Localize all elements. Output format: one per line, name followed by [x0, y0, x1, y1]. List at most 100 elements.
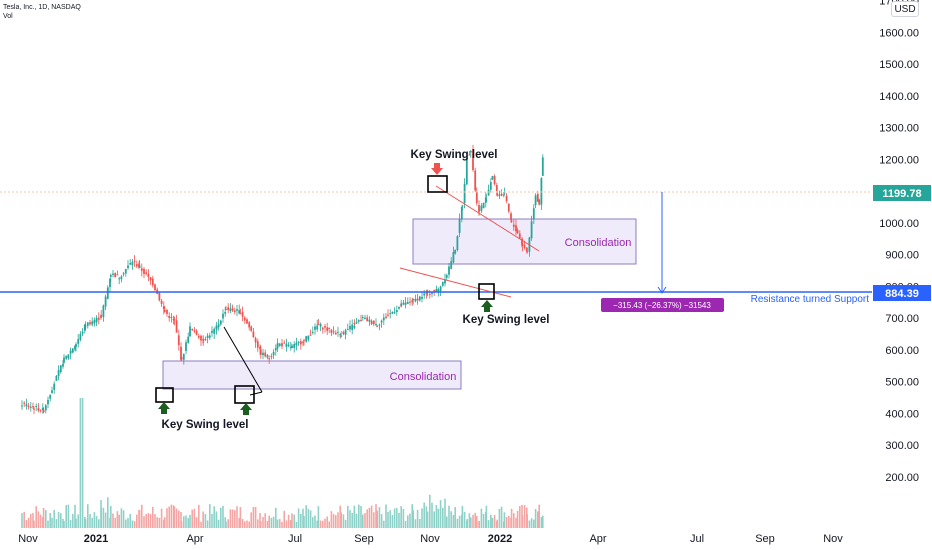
candle-body — [222, 313, 224, 319]
candle-body — [311, 332, 314, 334]
candle-body — [116, 274, 119, 276]
candle-body — [380, 320, 383, 323]
candle-body — [512, 224, 515, 227]
candle-body — [241, 312, 244, 317]
candle-body — [538, 199, 541, 205]
volume-bar — [404, 521, 407, 528]
candle-body — [328, 327, 331, 329]
candle-body — [74, 345, 76, 350]
candle-body — [44, 405, 47, 411]
volume-bar — [47, 520, 49, 528]
volume-bar — [138, 510, 141, 528]
volume-bar — [400, 506, 402, 528]
volume-bar — [141, 504, 143, 528]
candle-body — [460, 206, 463, 220]
black-trendline-tail — [249, 391, 263, 396]
volume-bar — [476, 516, 478, 528]
candle-body — [215, 326, 218, 330]
volume-bar — [195, 517, 198, 528]
candles — [21, 144, 544, 415]
candle-body — [272, 352, 275, 356]
candle-body — [278, 343, 281, 346]
resistance-support-label: Resistance turned Support — [751, 294, 870, 305]
candle-body — [324, 326, 326, 328]
volume-bar — [461, 505, 464, 528]
volume-bar — [239, 507, 242, 528]
volume-bar — [72, 514, 74, 528]
volume-bar — [81, 398, 84, 528]
price-tick-label: 1000.00 — [879, 218, 919, 230]
candle-body — [238, 310, 241, 314]
candle-body — [498, 194, 501, 197]
volume-bar — [156, 517, 158, 528]
symbol-title: Tesla, Inc., 1D, NASDAQ — [3, 4, 81, 11]
volume-bar — [366, 509, 368, 528]
volume-bar — [437, 508, 440, 528]
candle-body — [452, 252, 455, 263]
candle-body — [344, 330, 347, 335]
volume-bar — [33, 520, 35, 528]
candle-body — [450, 261, 453, 269]
price-tick-label: 500.00 — [885, 377, 919, 389]
candle-body — [185, 342, 187, 352]
volume-bar — [183, 516, 185, 528]
price-tick-label: 1400.00 — [879, 91, 919, 103]
time-tick-label: 2021 — [84, 533, 108, 545]
volume-bar — [474, 512, 476, 528]
candle-body — [243, 317, 246, 321]
volume-bar — [305, 505, 307, 528]
candle-body — [229, 308, 232, 311]
volume-bar — [225, 521, 227, 528]
volume-bar — [166, 508, 168, 528]
volume-bar — [168, 506, 170, 528]
time-axis[interactable]: Nov 2021 Apr Jul Sep Nov 2022 Apr Jul Sep Nov — [18, 533, 843, 545]
volume-bar — [426, 511, 429, 528]
candle-body — [71, 348, 74, 353]
price-axis[interactable]: 200.00300.00400.00500.00600.00700.00800.… — [873, 0, 931, 484]
candle-body — [376, 325, 379, 327]
candle-body — [387, 314, 389, 316]
currency-button[interactable]: USD — [891, 1, 919, 17]
volume-bar — [542, 515, 544, 528]
volume-bar — [189, 514, 191, 528]
candle-body — [540, 178, 543, 205]
candle-body — [112, 273, 114, 275]
candle-body — [118, 278, 121, 280]
candle-body — [305, 336, 308, 342]
measure-label: −315.43 (−26.37%) −31543 — [613, 301, 711, 310]
candle-body — [431, 292, 433, 294]
lower-trendline — [399, 267, 512, 298]
volume-bar — [300, 513, 302, 528]
measure-label-box — [601, 298, 724, 312]
candle-body — [104, 296, 107, 307]
candle-body — [200, 335, 202, 341]
candle-body — [400, 305, 403, 307]
candle-body — [248, 322, 251, 328]
candle-body — [441, 281, 444, 286]
volume-bar — [185, 515, 187, 528]
volume-bar — [380, 514, 383, 528]
candle-body — [468, 154, 471, 156]
candle-body — [224, 311, 227, 314]
candle-body — [437, 289, 440, 292]
candle-body — [236, 309, 238, 311]
candle-body — [202, 341, 205, 343]
candle-body — [124, 269, 127, 274]
volume-bar — [187, 518, 189, 528]
volume-bar — [458, 515, 461, 528]
volume-bar — [160, 508, 163, 528]
candle-body — [208, 335, 211, 338]
candle-body — [281, 343, 283, 347]
volume-bar — [347, 505, 349, 528]
volume-bar — [425, 506, 428, 528]
candle-body — [93, 320, 96, 324]
volume-bar — [398, 512, 400, 528]
volume-bar — [496, 519, 498, 528]
volume-bar — [402, 509, 405, 528]
volume-bar — [358, 504, 360, 528]
candle-body — [330, 329, 333, 333]
candle-body — [516, 230, 519, 234]
volume-bar — [112, 513, 114, 528]
volume-bar — [133, 521, 136, 528]
